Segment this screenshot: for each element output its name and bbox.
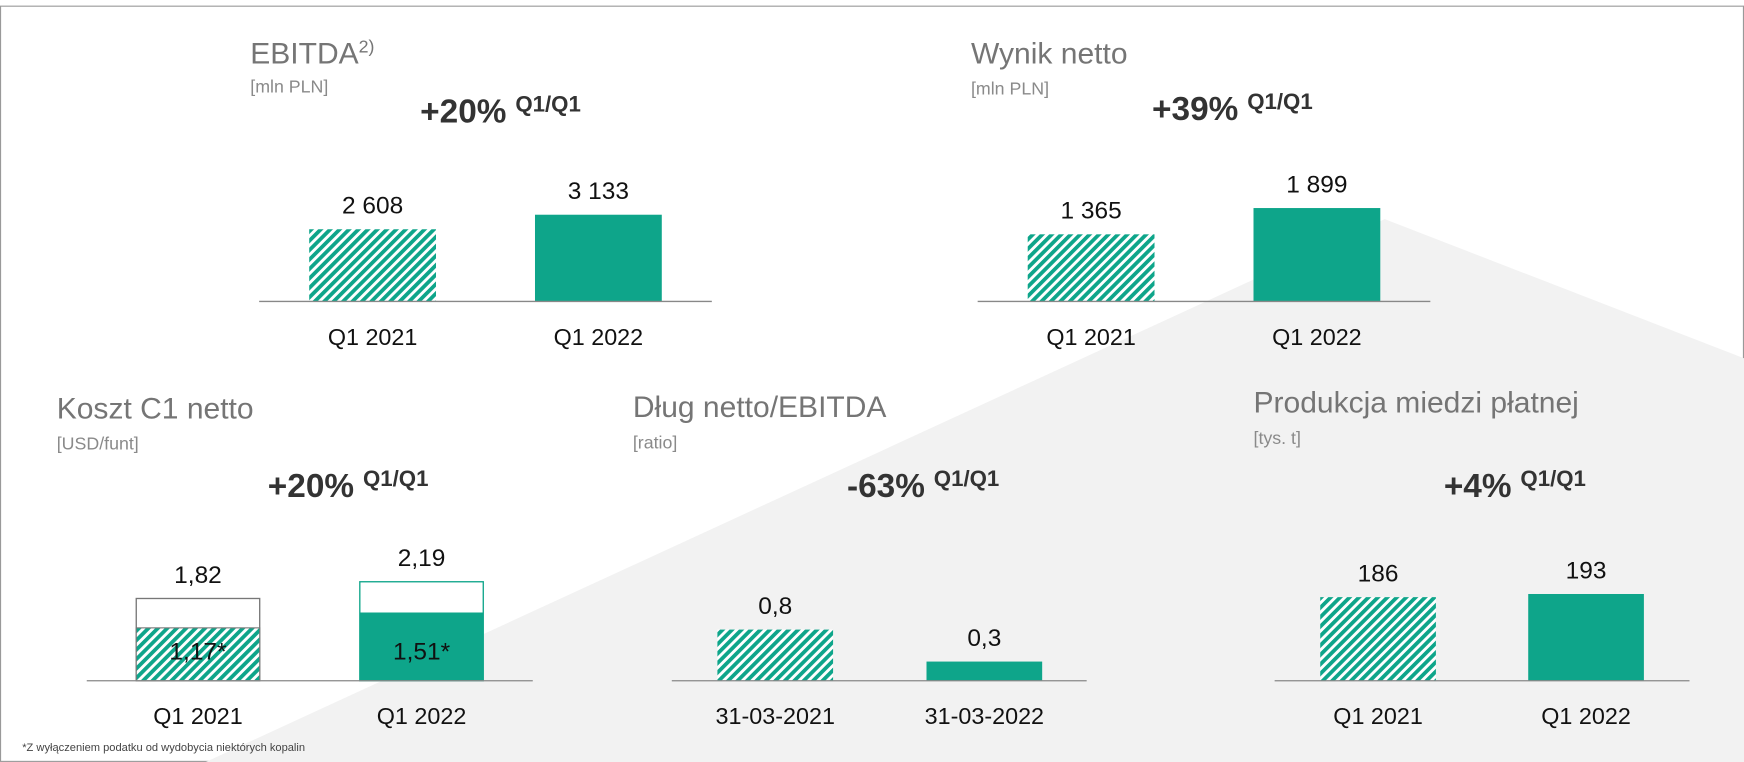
chart-title: EBITDA2) xyxy=(250,36,374,70)
change-value: -63% xyxy=(847,468,925,505)
change-value: +4% xyxy=(1444,468,1512,505)
x-tick-label: Q1 2021 xyxy=(328,324,418,350)
change: -63% Q1/Q1 xyxy=(847,466,999,505)
title-text: EBITDA xyxy=(250,37,358,70)
x-tick-label: 31-03-2021 xyxy=(716,703,835,729)
x-tick-label: Q1 2021 xyxy=(1333,703,1423,729)
value-label: 186 xyxy=(1358,561,1399,588)
x-tick-label: Q1 2021 xyxy=(153,703,243,729)
change-period: Q1/Q1 xyxy=(363,466,429,491)
title-text: Dług netto/EBITDA xyxy=(633,391,887,424)
value-label: 1,82 xyxy=(174,562,222,589)
value-label: 0,3 xyxy=(967,625,1001,652)
bar xyxy=(1528,593,1644,681)
unit: [mln PLN] xyxy=(250,76,328,96)
value-label: 3 133 xyxy=(568,178,629,205)
bar xyxy=(1027,234,1155,302)
x-tick-label: Q1 2022 xyxy=(554,324,644,350)
x-tick-label: Q1 2022 xyxy=(1272,324,1362,350)
title-sup: 2) xyxy=(359,36,375,56)
change-value: +39% xyxy=(1152,91,1238,128)
inner-label: 1,17* xyxy=(169,639,227,666)
bar xyxy=(717,629,834,681)
bar xyxy=(309,229,436,302)
change-period: Q1/Q1 xyxy=(1520,466,1585,491)
change: +39% Q1/Q1 xyxy=(1152,89,1313,128)
value-label: 193 xyxy=(1566,557,1607,584)
x-tick-label: Q1 2021 xyxy=(1046,324,1136,350)
footnote: *Z wyłączeniem podatku od wydobycia niek… xyxy=(22,742,305,754)
unit: [USD/funt] xyxy=(57,433,139,453)
unit: [ratio] xyxy=(633,432,677,452)
chart-title: Produkcja miedzi płatnej xyxy=(1254,387,1579,420)
unit: [tys. t] xyxy=(1254,428,1301,448)
change-period: Q1/Q1 xyxy=(934,466,1000,491)
change-value: +20% xyxy=(420,93,506,130)
chart-title: Wynik netto xyxy=(971,37,1128,70)
value-label: 0,8 xyxy=(758,593,792,620)
title-text: Wynik netto xyxy=(971,37,1128,70)
change-period: Q1/Q1 xyxy=(515,91,581,116)
inner-label: 1,51* xyxy=(393,639,451,666)
bar xyxy=(534,214,662,302)
change-value: +20% xyxy=(268,468,354,505)
x-tick-label: Q1 2022 xyxy=(1541,703,1631,729)
chart-title: Dług netto/EBITDA xyxy=(633,391,887,424)
value-label: 2,19 xyxy=(398,545,446,572)
change: +4% Q1/Q1 xyxy=(1444,466,1586,505)
value-label: 2 608 xyxy=(342,193,403,220)
title-text: Produkcja miedzi płatnej xyxy=(1254,387,1579,420)
bar xyxy=(1320,597,1436,681)
unit: [mln PLN] xyxy=(971,79,1049,99)
bar xyxy=(1253,208,1381,302)
change: +20% Q1/Q1 xyxy=(420,91,581,130)
bar-inner xyxy=(359,612,484,681)
value-label: 1 365 xyxy=(1061,198,1122,225)
x-tick-label: 31-03-2022 xyxy=(925,703,1044,729)
bar xyxy=(926,661,1043,681)
change-period: Q1/Q1 xyxy=(1247,89,1312,114)
x-tick-label: Q1 2022 xyxy=(377,703,467,729)
chart-title: Koszt C1 netto xyxy=(57,392,254,425)
value-label: 1 899 xyxy=(1286,171,1347,198)
change: +20% Q1/Q1 xyxy=(268,466,429,505)
title-text: Koszt C1 netto xyxy=(57,392,254,425)
bar-inner xyxy=(135,627,261,682)
